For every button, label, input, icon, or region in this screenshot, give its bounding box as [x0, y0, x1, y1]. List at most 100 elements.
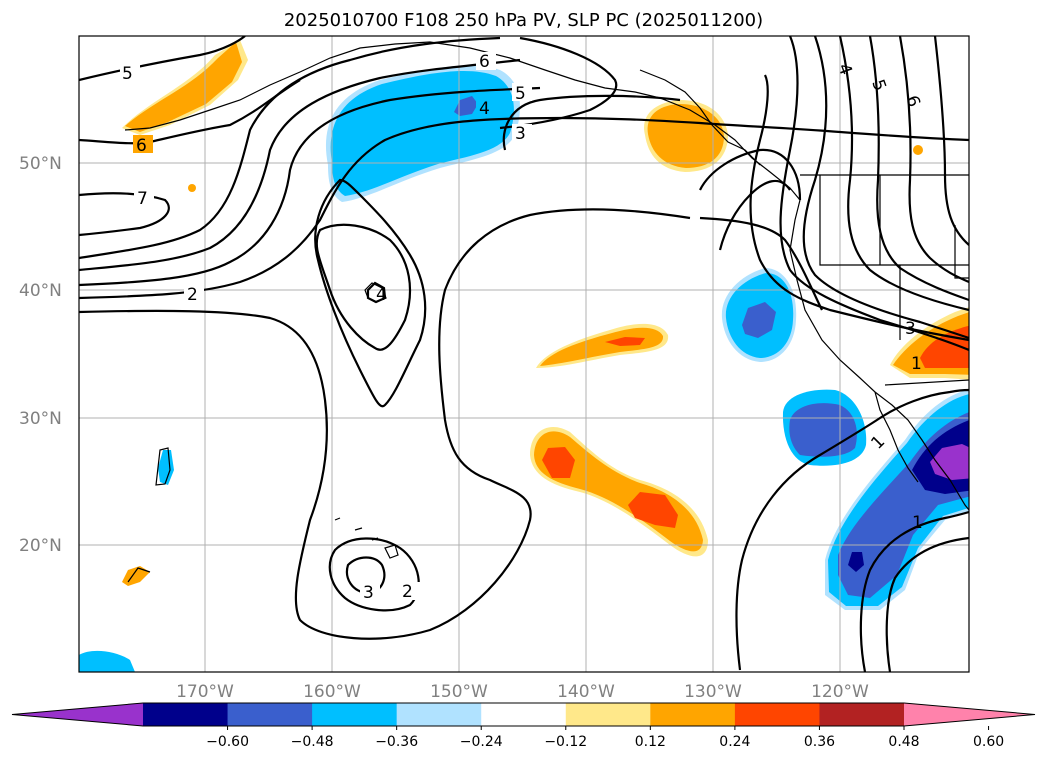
colorbar-tick-label: 0.48 [888, 734, 919, 750]
pv-negative-anomaly [789, 403, 857, 457]
lon-label: 170°W [176, 682, 234, 702]
state-boundary [819, 175, 969, 266]
colorbar: −0.60 −0.48 −0.36 −0.24 −0.12 0.12 0.24 0.36 0.4… [11, 702, 1036, 750]
contour-label: 1 [911, 354, 922, 374]
pv-positive-anomaly [540, 327, 664, 366]
colorbar-segment [227, 703, 313, 726]
lon-label: 140°W [557, 682, 615, 702]
longitude-labels: 170°W 160°W 150°W 140°W 130°W 120°W [176, 682, 869, 702]
contour-label: 2 [402, 582, 413, 602]
lat-label: 50°N [19, 154, 62, 174]
pv-negative-anomaly [158, 450, 174, 485]
map-title: 2025010700 F108 250 hPa PV, SLP PC (2025… [283, 10, 764, 31]
contour-label: 6 [479, 52, 490, 72]
slp-contour [366, 281, 387, 304]
slp-contour [79, 208, 691, 640]
state-boundary [954, 225, 969, 279]
contour-label: 6 [901, 93, 923, 110]
colorbar-segment [143, 703, 229, 726]
slp-contour [79, 116, 969, 300]
pv-negative-anomaly [79, 650, 135, 672]
slp-contour [79, 79, 301, 145]
pv-positive-anomaly [628, 492, 678, 528]
contour-labels: 5 6 7 2 6 5 4 3 4 3 2 4 5 6 3 1 1 1 [120, 52, 924, 603]
colorbar-tick-label: −0.36 [375, 734, 418, 750]
contour-label: 1 [912, 513, 923, 533]
contour-label: 4 [376, 285, 387, 305]
slp-contour [859, 510, 969, 672]
pv-positive-anomaly [122, 566, 150, 586]
colorbar-min-extension [12, 703, 143, 726]
colorbar-segment [312, 703, 398, 726]
colorbar-segment [819, 703, 905, 726]
contour-label: 1 [867, 432, 889, 454]
island [127, 567, 151, 583]
slp-contour [79, 36, 246, 82]
colorbar-tick-label: 0.36 [804, 734, 835, 750]
contour-label: 2 [187, 285, 198, 305]
pv-positive-anomaly [920, 325, 969, 368]
graticule [79, 36, 969, 672]
pv-positive-anomaly [647, 104, 724, 168]
lon-label: 120°W [811, 682, 869, 702]
contour-label: 4 [479, 99, 490, 119]
colorbar-tick-label: 0.12 [635, 734, 666, 750]
contour-label: 3 [905, 319, 916, 339]
map-frame [78, 35, 970, 673]
lat-label: 40°N [19, 281, 62, 301]
slp-contour [699, 148, 802, 201]
colorbar-outline [11, 702, 1036, 727]
slp-contour [749, 74, 969, 342]
slp-contour [779, 36, 969, 352]
pv-negative-anomaly [454, 96, 478, 116]
island [155, 447, 171, 486]
colorbar-segment [481, 703, 567, 726]
contour-label: 4 [833, 61, 855, 78]
pv-positive-anomaly [913, 145, 923, 155]
slp-contour [868, 36, 969, 302]
colorbar-tick-label: 0.60 [973, 734, 1004, 750]
colorbar-segment [650, 703, 736, 726]
pv-positive-anomaly [188, 184, 196, 192]
contour-label: 3 [363, 583, 374, 603]
slp-contours [79, 36, 969, 672]
slp-contour [314, 178, 427, 408]
colorbar-tick-label: −0.12 [544, 734, 587, 750]
slp-contour [328, 537, 420, 612]
contour-label: 6 [136, 136, 147, 156]
colorbar-tick-label: −0.48 [291, 734, 334, 750]
alaska-aleutian-coast [124, 41, 801, 201]
slp-contour [345, 556, 386, 595]
slp-contour [933, 36, 969, 246]
pv-negative-anomaly [848, 552, 864, 572]
pv-positive-anomaly [605, 337, 645, 346]
colorbar-segment [565, 703, 651, 726]
pv-positive-anomaly [542, 447, 575, 478]
british-columbia-coast [639, 69, 761, 166]
slp-contour [499, 36, 618, 130]
contour-label: 3 [515, 124, 526, 144]
colorbar-tick-label: −0.24 [460, 734, 503, 750]
slp-contour [885, 536, 969, 672]
contour-label: 5 [867, 77, 889, 94]
colorbar-max-extension [904, 703, 1035, 726]
lon-label: 150°W [430, 682, 488, 702]
contour-label: 5 [122, 64, 133, 84]
contour-label: 5 [515, 84, 526, 104]
contour-label: 7 [137, 189, 148, 209]
lat-label: 20°N [19, 536, 62, 556]
baja-coast [874, 391, 919, 483]
colorbar-segment [396, 703, 482, 726]
colorbar-segment [734, 703, 820, 726]
slp-contour [79, 86, 541, 287]
slp-contour [79, 58, 521, 272]
pv-negative-anomaly [742, 302, 776, 338]
lon-label: 160°W [303, 682, 361, 702]
colorbar-tick-label: −0.60 [206, 734, 249, 750]
pv-positive-anomaly [125, 42, 242, 132]
slp-contour [898, 36, 969, 284]
state-boundary [884, 379, 969, 386]
lat-label: 30°N [19, 409, 62, 429]
lon-label: 130°W [684, 682, 742, 702]
